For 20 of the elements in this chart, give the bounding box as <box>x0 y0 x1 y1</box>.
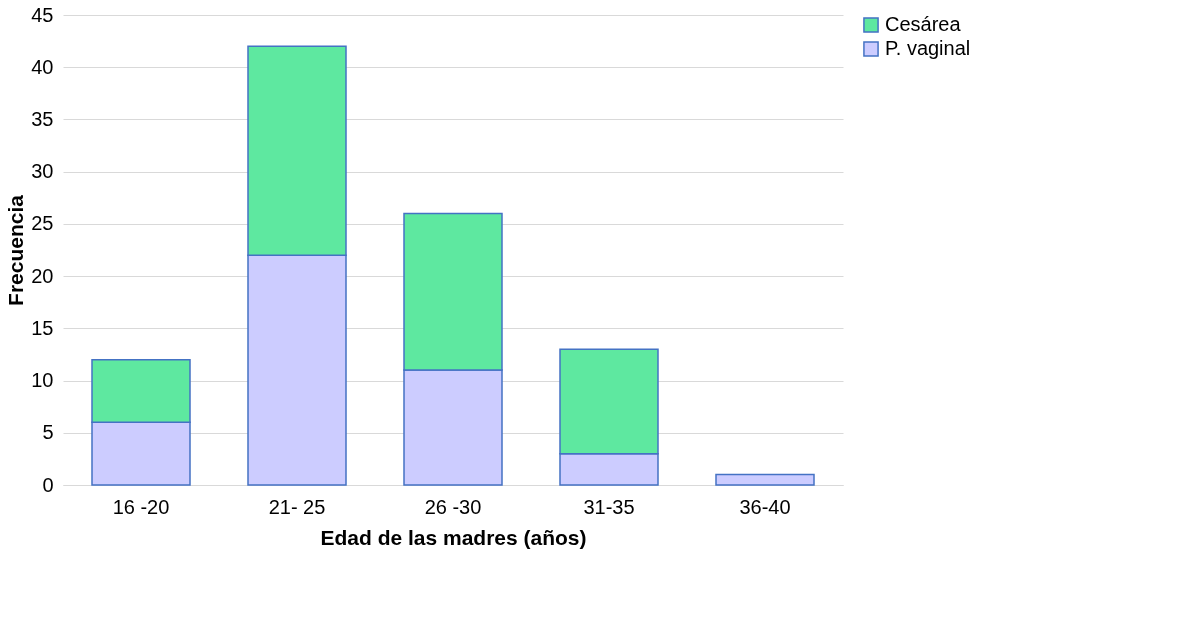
legend-label: P. vaginal <box>885 37 971 59</box>
bar <box>715 473 815 486</box>
x-tick-label: 16 -20 <box>112 495 170 518</box>
y-tick-label: 10 <box>31 369 54 392</box>
y-tick-label: 30 <box>31 160 54 183</box>
y-tick-label: 45 <box>31 3 54 26</box>
legend-label: Cesárea <box>885 13 962 35</box>
y-axis-title: Frecuencia <box>4 194 28 306</box>
y-tick-label: 35 <box>31 107 54 130</box>
y-tick-label: 25 <box>31 212 54 235</box>
y-tick-label: 15 <box>31 316 54 339</box>
y-tick-label: 20 <box>31 264 54 287</box>
y-tick-label: 0 <box>42 473 54 496</box>
y-tick-label: 5 <box>42 421 54 444</box>
x-tick-label: 21- 25 <box>268 495 326 518</box>
x-axis-title: Edad de las madres (años) <box>320 525 587 549</box>
x-tick-label: 31-35 <box>583 495 635 518</box>
y-tick-label: 40 <box>31 55 54 78</box>
x-tick-label: 36-40 <box>739 495 791 518</box>
x-tick-label: 26 -30 <box>424 495 482 518</box>
